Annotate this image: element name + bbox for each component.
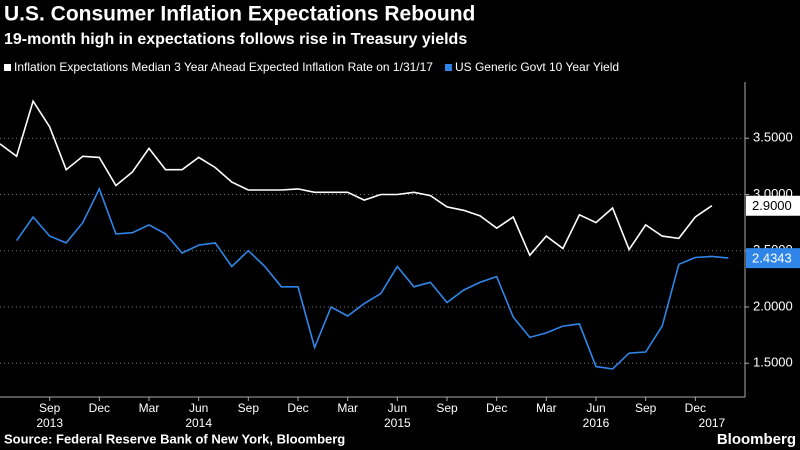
x-tick-label: Jun [189, 401, 208, 415]
x-tick-label: Sep [238, 401, 260, 415]
x-tick-label: Dec [486, 401, 507, 415]
y-tick-label: 2.0000 [753, 298, 793, 313]
x-tick-label: Dec [89, 401, 110, 415]
x-tick-label: Sep [436, 401, 458, 415]
legend-label: US Generic Govt 10 Year Yield [455, 60, 619, 74]
legend-swatch [444, 64, 452, 71]
x-tick-label: Dec [287, 401, 308, 415]
x-tick-label: Sep [39, 401, 61, 415]
x-tick-label: Sep [635, 401, 657, 415]
series-line [15, 186, 729, 370]
x-tick-label: Dec [685, 401, 706, 415]
source: Source: Federal Reserve Bank of New York… [4, 431, 345, 446]
brand: Bloomberg [717, 431, 796, 448]
x-tick-label: Mar [536, 401, 557, 415]
value-label: 2.9000 [752, 198, 792, 213]
value-label-box [746, 195, 800, 216]
chart-title: U.S. Consumer Inflation Expectations Reb… [4, 3, 475, 26]
legend-swatch [4, 64, 11, 71]
value-label: 2.4343 [752, 251, 792, 266]
year-label: 2015 [384, 416, 411, 430]
series-line [0, 99, 713, 257]
year-label: 2014 [185, 416, 212, 430]
year-label: 2016 [583, 416, 610, 430]
x-tick-label: Jun [586, 401, 605, 415]
x-tick-label: Mar [337, 401, 358, 415]
x-tick-label: Jun [388, 401, 407, 415]
year-label: 2017 [699, 416, 726, 430]
y-tick-label: 3.5000 [753, 130, 793, 145]
x-tick-label: Mar [139, 401, 160, 415]
chart-subtitle: 19-month high in expectations follows ri… [4, 31, 467, 48]
y-tick-label: 1.5000 [753, 355, 793, 370]
legend-label: Inflation Expectations Median 3 Year Ahe… [14, 60, 433, 74]
value-label-box [746, 248, 800, 269]
year-label: 2013 [36, 416, 63, 430]
